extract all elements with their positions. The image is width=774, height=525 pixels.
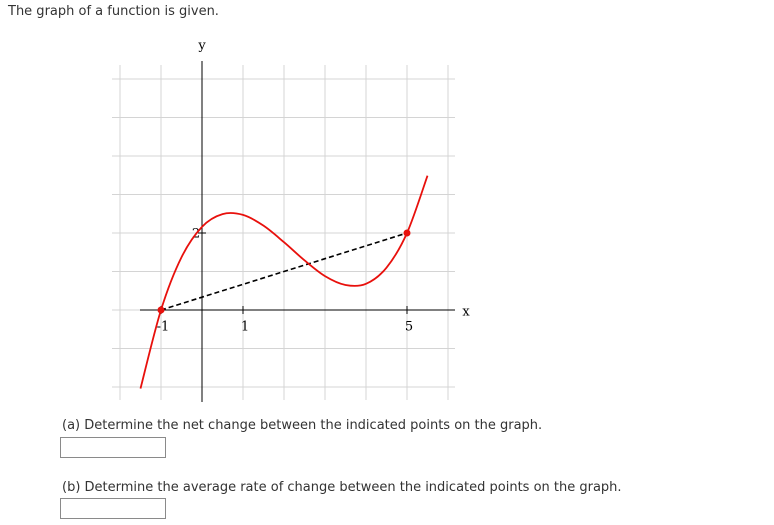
x-tick-label: 1	[241, 320, 249, 335]
x-tick-label: 5	[405, 320, 413, 335]
indicated-point	[403, 229, 411, 237]
question-a: (a) Determine the net change between the…	[62, 418, 543, 433]
answer-input-a[interactable]	[60, 437, 166, 458]
answer-input-b[interactable]	[60, 498, 166, 519]
secant-line	[160, 232, 408, 311]
indicated-point	[157, 306, 165, 314]
y-axis-label: y	[197, 39, 206, 54]
prompt: The graph of a function is given.	[8, 4, 219, 19]
graph: xy-1 1 52	[112, 39, 470, 402]
x-axis-label: x	[462, 305, 470, 320]
question-b: (b) Determine the average rate of change…	[62, 480, 622, 495]
function-curve	[139, 175, 429, 389]
x-tick-label: -1	[157, 320, 170, 335]
